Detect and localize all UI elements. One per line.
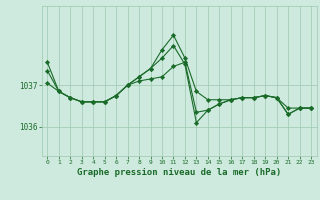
X-axis label: Graphe pression niveau de la mer (hPa): Graphe pression niveau de la mer (hPa) (77, 168, 281, 177)
